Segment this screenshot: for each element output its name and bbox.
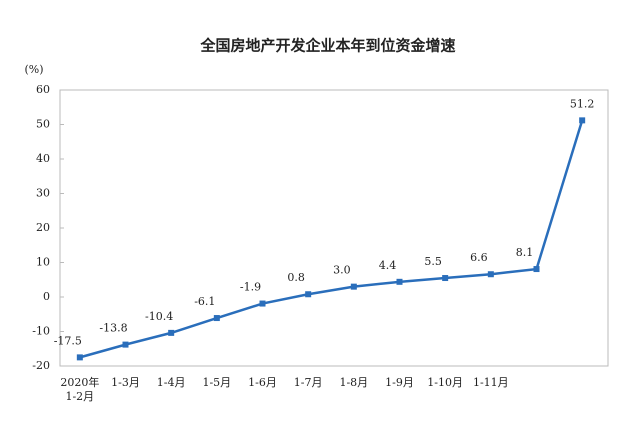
y-tick-label: 40 <box>36 152 50 165</box>
data-point <box>442 275 449 282</box>
data-point <box>579 117 586 124</box>
x-tick-label: 1-11月 <box>473 376 509 389</box>
data-label: -6.1 <box>194 295 215 308</box>
data-label: 3.0 <box>333 264 351 277</box>
y-tick-label: 0 <box>43 290 50 303</box>
y-tick-label: 20 <box>36 221 50 234</box>
data-line <box>79 119 584 359</box>
data-point <box>259 300 266 307</box>
y-unit: (%) <box>24 63 43 76</box>
data-label: 51.2 <box>570 97 595 110</box>
x-tick-label: 1-3月 <box>111 376 140 389</box>
data-label: -10.4 <box>145 310 173 323</box>
y-tick-label: 10 <box>36 256 50 269</box>
chart-title: 全国房地产开发企业本年到位资金增速 <box>199 37 455 55</box>
data-label: 4.4 <box>379 259 397 272</box>
x-tick-label: 1-6月 <box>248 376 277 389</box>
data-label: 8.1 <box>516 246 534 259</box>
data-label: 5.5 <box>424 255 442 268</box>
data-point <box>533 266 540 273</box>
x-tick-label: 1-7月 <box>294 376 323 389</box>
data-point <box>487 271 494 278</box>
y-tick-label: 50 <box>36 118 50 131</box>
x-tick-label: 1-5月 <box>202 376 231 389</box>
data-point <box>396 278 403 285</box>
y-tick-label: -20 <box>32 359 50 372</box>
y-tick-label: 60 <box>36 83 50 96</box>
data-label: -13.8 <box>99 322 127 335</box>
data-point <box>213 315 220 322</box>
x-tick-label: 2020年 1-2月 <box>60 375 99 403</box>
data-point <box>122 341 129 348</box>
data-label: -1.9 <box>240 281 261 294</box>
data-point <box>305 291 312 298</box>
x-tick-label: 1-4月 <box>157 376 186 389</box>
y-tick-label: 30 <box>36 187 50 200</box>
data-label: 6.6 <box>470 251 488 264</box>
data-label: -17.5 <box>54 334 82 347</box>
y-tick-label: -10 <box>32 325 50 338</box>
data-point <box>76 354 83 361</box>
x-tick-label: 1-10月 <box>427 376 463 389</box>
data-point <box>350 283 357 290</box>
x-tick-label: 1-8月 <box>339 376 368 389</box>
x-tick-label: 1-9月 <box>385 376 414 389</box>
data-label: 0.8 <box>287 271 305 284</box>
plot-frame <box>59 89 609 367</box>
data-point <box>168 329 175 336</box>
